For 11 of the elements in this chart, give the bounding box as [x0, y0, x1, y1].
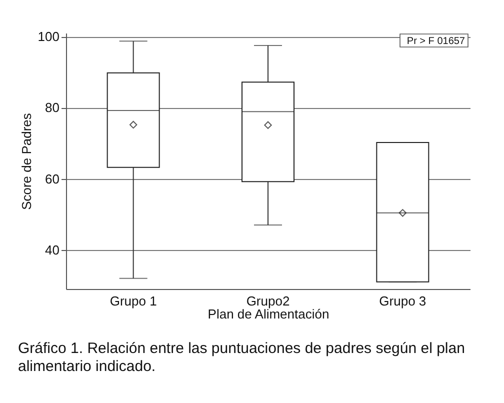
x-tick-label: Grupo2: [246, 294, 290, 308]
y-tick-label: 100: [38, 29, 60, 44]
text: Gráfico 1. Relación entre las puntuaciones de padres según el plan alimentario indicado.: [18, 340, 466, 376]
x-axis-title: Plan de Alimentación: [208, 306, 330, 322]
x-tick-label: Grupo 1: [110, 294, 157, 308]
y-tick-label: 60: [45, 171, 60, 186]
x-tick-label: Grupo 3: [379, 294, 426, 308]
annotation: Pr > F 01657: [406, 36, 466, 47]
y-axis-title: Score de Padres: [18, 112, 34, 210]
y-tick-label: 40: [45, 242, 60, 258]
y-tick-label: 80: [45, 100, 60, 116]
